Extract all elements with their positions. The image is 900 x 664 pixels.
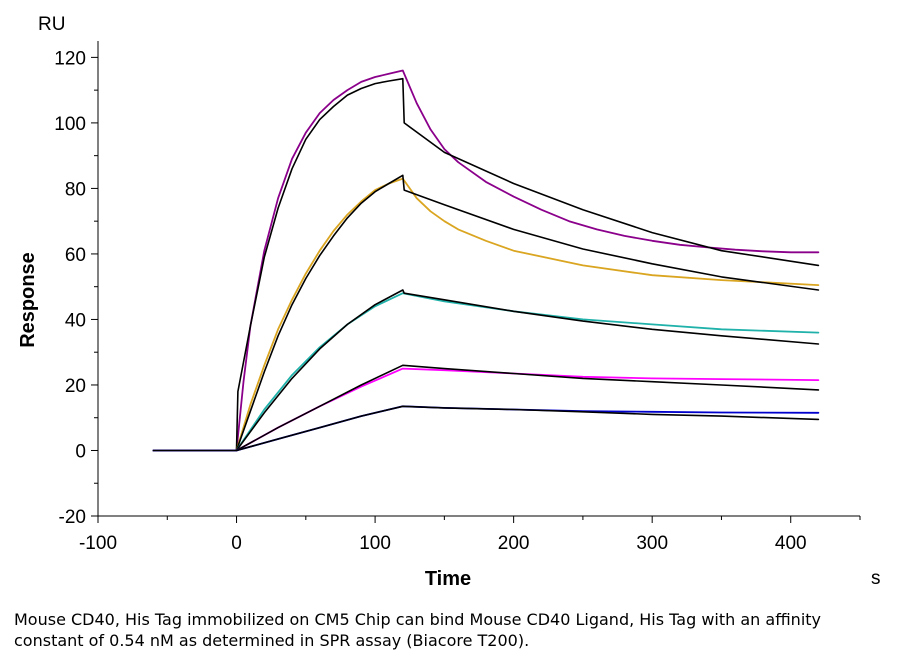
fit-curve-5 xyxy=(152,289,820,452)
series-layer xyxy=(152,69,820,452)
x-tick-label: 100 xyxy=(359,533,391,554)
fit-curve-9 xyxy=(152,405,820,452)
sensorgram-curve-4 xyxy=(152,292,820,452)
figure-caption: Mouse CD40, His Tag immobilized on CM5 C… xyxy=(14,610,822,650)
y-tick-label: 120 xyxy=(54,48,86,69)
x-tick-label: -100 xyxy=(79,533,117,554)
y-tick-label: 100 xyxy=(54,114,86,135)
x-tick-label: 0 xyxy=(231,533,242,554)
x-tick-label: 200 xyxy=(498,533,530,554)
chart-axes: -20 0 20 40 60 80 100 120 -100 0 100 200 300 400 xyxy=(54,41,861,554)
y-tick-label: 40 xyxy=(65,310,86,331)
fit-curve-7 xyxy=(152,364,820,452)
y-axis-title: Response xyxy=(17,252,39,348)
x-tick-label: 400 xyxy=(775,533,807,554)
sensorgram-curve-0 xyxy=(152,69,820,452)
spr-sensorgram-chart: -20 0 20 40 60 80 100 120 -100 0 100 200 300 400 RU s… xyxy=(17,14,881,590)
y-axis-unit: RU xyxy=(38,14,65,35)
fit-curve-1 xyxy=(152,77,820,452)
y-tick-label: 80 xyxy=(65,179,86,200)
fit-curve-3 xyxy=(152,174,820,452)
y-tick-label: 60 xyxy=(65,245,86,266)
y-tick-label: 0 xyxy=(75,441,86,462)
x-tick-label: 300 xyxy=(636,533,668,554)
y-tick-label: -20 xyxy=(59,507,86,528)
x-axis-unit: s xyxy=(871,568,881,589)
x-axis-title: Time xyxy=(425,568,471,590)
y-tick-label: 20 xyxy=(65,376,86,397)
